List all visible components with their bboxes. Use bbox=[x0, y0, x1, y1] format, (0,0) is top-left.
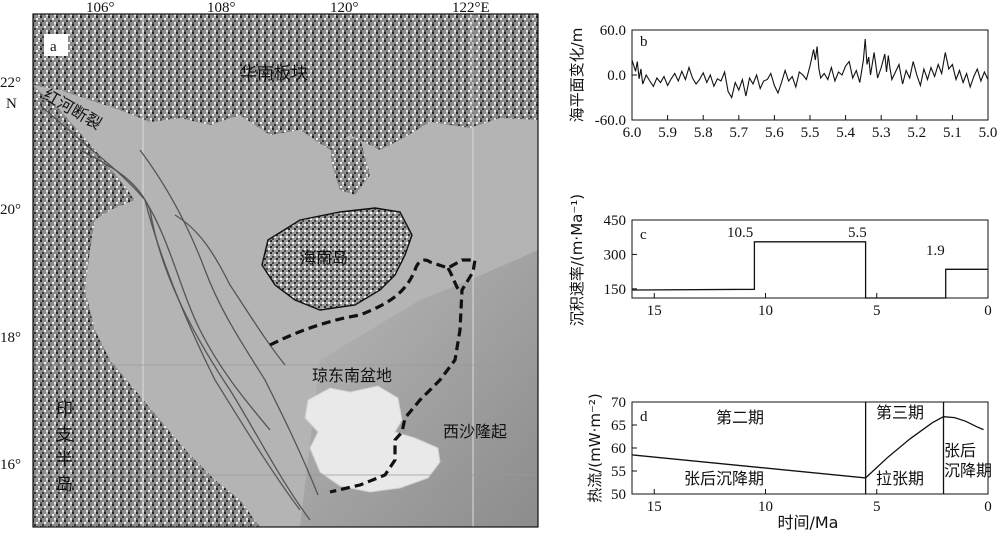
fault-line bbox=[174, 214, 286, 366]
x-tick-label: 0 bbox=[984, 303, 992, 319]
chart-c: c 沉积速率/(m·Ma⁻¹) 450 300 150 15 10 5 0 10.5 5.… bbox=[568, 194, 992, 326]
label-south-china-plate: 华南板块 bbox=[240, 64, 308, 84]
x-tick-label: 10 bbox=[758, 499, 773, 515]
chart-c-x-ticks: 15 10 5 0 bbox=[647, 293, 992, 319]
chart-b-x-ticks: 6.0 5.9 5.8 5.7 5.6 5.5 5.4 5.3 5.2 5.1 5.0 bbox=[623, 115, 998, 141]
y-tick-label: -60.0 bbox=[595, 113, 626, 129]
y-tick-label: 65 bbox=[611, 418, 626, 434]
y-tick-label: 55 bbox=[611, 464, 626, 480]
basin-boundary bbox=[269, 258, 477, 494]
x-tick-label: 5.6 bbox=[765, 125, 784, 141]
x-tick-label: 5.7 bbox=[729, 125, 748, 141]
x-tick-label: 5.5 bbox=[801, 125, 820, 141]
x-tick-label: 5.9 bbox=[658, 125, 677, 141]
label-qiongdongnan-basin: 琼东南盆地 bbox=[312, 366, 392, 385]
label-hainan-island: 海南岛 bbox=[300, 248, 348, 267]
y-tick-label: 450 bbox=[604, 213, 627, 229]
x-tick-label: 0 bbox=[984, 499, 992, 515]
x-tick-label: 5.1 bbox=[943, 125, 962, 141]
map-panel: a 华南板块 红河断裂 海南岛 琼东南盆地 西沙隆起 印 支 半 岛 bbox=[33, 14, 538, 527]
y-tick-label: 300 bbox=[604, 247, 627, 263]
chart-d-x-ticks: 15 10 5 0 bbox=[647, 489, 992, 515]
x-tick-label: 10 bbox=[758, 303, 773, 319]
x-tick-label: 5.2 bbox=[907, 125, 926, 141]
y-tick-label: 150 bbox=[604, 282, 627, 298]
fault-line bbox=[144, 199, 271, 431]
chart-c-y-ticks: 450 300 150 bbox=[604, 213, 637, 298]
chart-d-ylabel: 热流/(mW·m⁻²) bbox=[586, 393, 604, 503]
chart-d-panel-label: d bbox=[640, 409, 648, 425]
chart-d-xlabel: 时间/Ma bbox=[777, 513, 838, 532]
label-xisha-uplift: 西沙隆起 bbox=[443, 422, 507, 441]
chart-d-phase-label: 张后 bbox=[944, 441, 976, 460]
chart-c-panel-label: c bbox=[640, 227, 647, 243]
fault-line bbox=[79, 149, 311, 521]
north-land bbox=[33, 14, 538, 150]
leizhou-peninsula bbox=[330, 138, 370, 195]
basin-boundary-lobe bbox=[446, 267, 464, 293]
y-tick-label: 0.0 bbox=[607, 68, 626, 84]
map-top-tick: 122°E bbox=[452, 0, 490, 16]
x-tick-label: 5.0 bbox=[979, 125, 998, 141]
chart-c-annotation: 10.5 bbox=[727, 225, 753, 241]
chart-c-ylabel: 沉积速率/(m·Ma⁻¹) bbox=[568, 194, 586, 326]
label-indochina: 岛 bbox=[56, 475, 73, 495]
map-top-tick: 106° bbox=[86, 0, 115, 16]
x-tick-label: 5 bbox=[873, 303, 881, 319]
x-tick-label: 15 bbox=[647, 499, 662, 515]
chart-d-phase-label: 张后沉降期 bbox=[684, 469, 764, 488]
x-tick-label: 5.8 bbox=[694, 125, 713, 141]
indochina-land bbox=[33, 85, 260, 527]
chart-b-ylabel: 海平面变化/m bbox=[568, 28, 586, 123]
x-tick-label: 5 bbox=[873, 499, 881, 515]
map-top-tick: 108° bbox=[207, 0, 236, 16]
chart-d-phase-label: 沉降期 bbox=[944, 461, 992, 480]
map-left-unit: N bbox=[6, 96, 17, 112]
chart-c-annotation: 5.5 bbox=[848, 225, 867, 241]
x-tick-label: 6.0 bbox=[623, 125, 642, 141]
y-tick-label: 60.0 bbox=[600, 23, 626, 39]
chart-b-panel-label: b bbox=[640, 34, 648, 50]
series-line bbox=[631, 241, 988, 299]
map-left-tick: 16° bbox=[0, 457, 21, 473]
chart-d-phase-label: 第三期 bbox=[876, 403, 924, 422]
series-line bbox=[631, 416, 984, 479]
series-line bbox=[631, 38, 989, 99]
chart-d-y-ticks: 70 65 60 55 50 bbox=[611, 395, 637, 503]
hainan-island-shape bbox=[261, 207, 413, 311]
map-frame bbox=[32, 13, 539, 528]
x-tick-label: 15 bbox=[647, 303, 662, 319]
chart-d-series bbox=[631, 416, 984, 479]
map-top-tick: 120° bbox=[330, 0, 359, 16]
chart-b-series bbox=[631, 38, 989, 99]
chart-b-y-ticks: 60.0 0.0 -60.0 bbox=[595, 23, 637, 129]
chart-c-frame bbox=[631, 219, 989, 299]
chart-c-annotation: 1.9 bbox=[926, 243, 945, 259]
map-left-tick: 22° bbox=[0, 75, 21, 91]
chart-d-phase-label: 第二期 bbox=[716, 408, 764, 427]
x-tick-label: 5.3 bbox=[872, 125, 891, 141]
x-tick-label: 5.4 bbox=[836, 125, 855, 141]
panel-a-label-bg bbox=[44, 34, 68, 56]
map-left-tick: 18° bbox=[0, 330, 21, 346]
y-tick-label: 70 bbox=[611, 395, 626, 411]
xisha-shoal bbox=[304, 385, 441, 493]
chart-d-phase-label: 拉张期 bbox=[876, 469, 924, 488]
panel-a-label: a bbox=[50, 39, 57, 55]
label-indochina: 半 bbox=[56, 450, 73, 470]
label-indochina: 支 bbox=[56, 425, 73, 445]
chart-b: b 海平面变化/m 60.0 0.0 -60.0 6.0 5.9 5.8 5.7 5.6 5.… bbox=[568, 23, 997, 141]
y-tick-label: 50 bbox=[611, 487, 626, 503]
chart-c-series bbox=[631, 241, 988, 299]
fault-line bbox=[139, 149, 319, 496]
label-indochina: 印 bbox=[56, 400, 73, 420]
y-tick-label: 60 bbox=[611, 441, 626, 457]
map-left-tick: 20° bbox=[0, 202, 21, 218]
